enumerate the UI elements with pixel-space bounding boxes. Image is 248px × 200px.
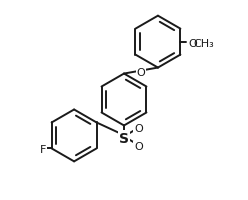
Text: S: S bbox=[119, 131, 129, 145]
Text: F: F bbox=[39, 145, 46, 155]
Text: O: O bbox=[134, 124, 143, 134]
Text: CH₃: CH₃ bbox=[193, 38, 214, 48]
Text: O: O bbox=[134, 142, 143, 152]
Text: O: O bbox=[137, 67, 145, 77]
Text: O: O bbox=[188, 38, 197, 48]
